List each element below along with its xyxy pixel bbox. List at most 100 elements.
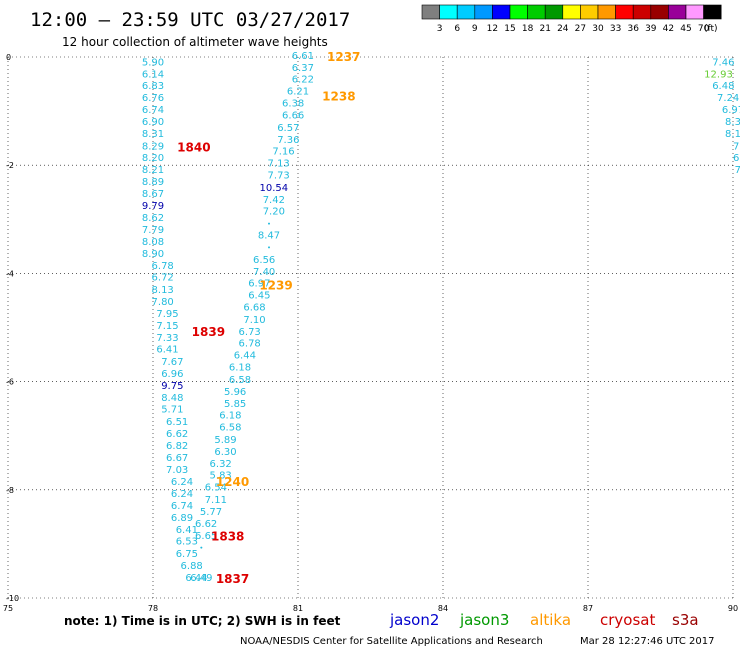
colorbar-swatch xyxy=(615,4,634,20)
track-value: 7.24 xyxy=(717,93,739,104)
track-value: 6.18 xyxy=(229,363,251,374)
colorbar-swatch xyxy=(456,4,476,20)
track-value: 6.18 xyxy=(219,411,241,422)
track-value: 8.13 xyxy=(152,285,174,296)
colorbar-label: 3 xyxy=(437,24,443,34)
pass-label: 1237 xyxy=(327,50,360,64)
track-value: 6.44 xyxy=(234,351,256,362)
colorbar-swatch xyxy=(421,4,440,20)
legend: jason2 jason3 altika cryosat s3a xyxy=(389,611,699,629)
colorbar-swatch xyxy=(492,4,511,20)
colorbar-swatch xyxy=(562,4,581,20)
track-value: 7.40 xyxy=(253,267,275,278)
colorbar-swatch xyxy=(650,4,669,20)
x-tick-label: 84 xyxy=(438,604,448,613)
track-value: 7.36 xyxy=(277,135,299,146)
track-value: 7.15 xyxy=(156,321,178,332)
colorbar: 3 6 9 12 15 18 21 24 27 30 33 36 39 42 45 70 xyxy=(421,4,722,34)
track-value: 7.10 xyxy=(243,315,265,326)
footer-note: note: 1) Time is in UTC; 2) SWH is in fe… xyxy=(64,614,341,628)
track-point xyxy=(268,222,270,225)
track-value: 8.90 xyxy=(142,249,164,260)
chart-subtitle: 12 hour collection of altimeter wave hei… xyxy=(62,35,328,49)
axes: 75 78 81 84 87 90 0 -2 -4 -6 -8 -10 xyxy=(3,53,738,613)
track-value: 8.08 xyxy=(142,237,164,248)
track-value: 5.77 xyxy=(200,507,222,518)
colorbar-label: 39 xyxy=(645,24,657,34)
x-tick-label: 87 xyxy=(583,604,593,613)
y-tick-label: -8 xyxy=(6,486,14,495)
track-value: 6.62 xyxy=(166,429,188,440)
track-value: 6.30 xyxy=(214,447,236,458)
track-value: 6.78 xyxy=(239,339,261,350)
colorbar-label: 30 xyxy=(592,24,604,34)
track-value: 6. xyxy=(733,153,740,164)
track-value: 6.88 xyxy=(181,561,203,572)
colorbar-label: 24 xyxy=(557,24,569,34)
colorbar-label: 70 xyxy=(698,24,710,34)
track-value: 6.82 xyxy=(166,441,188,452)
track-value: 7.13 xyxy=(268,159,290,170)
track-value: 6.83 xyxy=(142,81,164,92)
colorbar-swatch xyxy=(580,4,599,20)
colorbar-swatch xyxy=(544,4,564,20)
colorbar-label: 21 xyxy=(539,24,550,34)
track-value: 6.97 xyxy=(722,105,740,116)
track-value: 7.16 xyxy=(272,147,294,158)
colorbar-swatch xyxy=(509,4,528,20)
track-value: 6.65 xyxy=(195,531,217,542)
pass-label: 1240 xyxy=(216,475,249,489)
pass-label: 1839 xyxy=(192,325,225,339)
track-value: 5.96 xyxy=(224,387,246,398)
track-value: 9.75 xyxy=(161,381,183,392)
track-value: 7.33 xyxy=(156,333,178,344)
track-value: 6.54 xyxy=(205,483,227,494)
track-value: 7.67 xyxy=(161,357,183,368)
pass-label: 1838 xyxy=(211,529,244,543)
x-tick-label: 78 xyxy=(148,604,158,613)
track-value: 7.11 xyxy=(205,495,227,506)
track-value: 7.73 xyxy=(268,170,290,181)
track-value: 8.29 xyxy=(142,141,164,152)
track-value: 6.22 xyxy=(292,75,314,86)
track-value: 7.80 xyxy=(152,297,174,308)
track-value: 6.90 xyxy=(142,117,164,128)
data-tracks: 5.906.146.836.766.746.908.318.298.208.21… xyxy=(142,51,740,584)
track-value: 7.03 xyxy=(166,465,188,476)
y-tick-label: -4 xyxy=(6,269,14,278)
track-value: 7.46 xyxy=(712,57,734,68)
pass-label: 1840 xyxy=(177,140,210,154)
track-value: 6.58 xyxy=(229,375,251,386)
y-tick-label: -6 xyxy=(6,378,14,387)
track-value: 12.93 xyxy=(704,69,733,80)
track-value: 6.73 xyxy=(239,327,261,338)
track-value: 8.20 xyxy=(142,153,164,164)
track-value: 7. xyxy=(733,141,740,152)
x-tick-label: 81 xyxy=(293,604,303,613)
track-value: 8.89 xyxy=(142,177,164,188)
track-value: 6.53 xyxy=(176,537,198,548)
colorbar-swatch xyxy=(632,4,652,20)
track-value: 6.76 xyxy=(142,93,164,104)
colorbar-swatch xyxy=(527,4,546,20)
pass-label: 1239 xyxy=(259,278,292,292)
colorbar-swatch xyxy=(474,4,493,20)
track-value: 6.74 xyxy=(171,501,193,512)
track-value: 6.32 xyxy=(210,459,232,470)
track-value: 5.71 xyxy=(161,405,183,416)
track-value: 8.48 xyxy=(161,393,183,404)
track-value: 6.45 xyxy=(248,291,270,302)
track-value: 6.78 xyxy=(152,261,174,272)
track-value: 6.14 xyxy=(142,69,164,80)
track-value: 6.38 xyxy=(282,99,304,110)
track-value: 8.67 xyxy=(142,189,164,200)
colorbar-label: 45 xyxy=(680,24,691,34)
colorbar-swatch xyxy=(668,4,687,20)
legend-cryosat: cryosat xyxy=(600,611,655,629)
y-tick-label: -2 xyxy=(6,161,14,170)
track-value: 5.85 xyxy=(224,399,246,410)
track-value: 5.90 xyxy=(142,57,164,68)
footer-credit: NOAA/NESDIS Center for Satellite Applica… xyxy=(240,636,543,647)
track-point xyxy=(268,246,270,249)
